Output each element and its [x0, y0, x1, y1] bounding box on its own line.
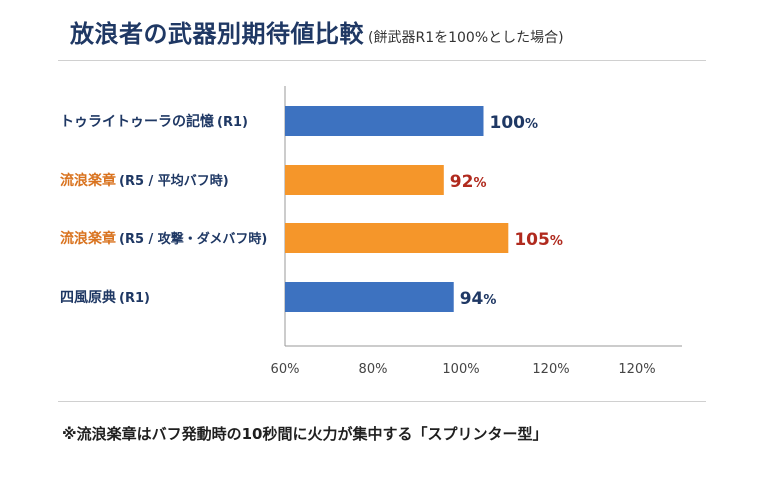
value-number: 100 [490, 113, 526, 133]
value-label: 92% [450, 172, 487, 192]
category-note: (R5 / 攻撃・ダメバフ時) [119, 231, 267, 247]
value-number: 105 [514, 230, 550, 250]
value-unit: % [550, 234, 563, 249]
bar [285, 106, 484, 136]
value-number: 94 [460, 289, 484, 309]
x-tick-label: 60% [271, 362, 300, 377]
x-tick-label: 120% [618, 362, 655, 377]
bar-chart: 60% 80% 100% 120% 120%トゥライトゥーラの記憶 (R1) 100%流浪楽… [60, 86, 682, 377]
value-label: 105% [514, 230, 563, 250]
value-unit: % [473, 176, 486, 191]
footnote: ※流浪楽章はバフ発動時の10秒間に火力が集中する「スプリンター型」 [62, 425, 548, 443]
category-label: 四風原典 (R1) [60, 289, 150, 306]
chart-title-row: 放浪者の武器別期待値比較 (餅武器R1を100%とした場合) [70, 14, 564, 49]
title-divider [58, 60, 706, 61]
value-number: 92 [450, 172, 474, 192]
value-label: 100% [490, 113, 539, 133]
category-label: 流浪楽章 (R5 / 攻撃・ダメバフ時) [60, 230, 267, 247]
x-tick-label: 80% [359, 362, 388, 377]
category-name: 四風原典 [60, 289, 116, 306]
category-name: 流浪楽章 [60, 172, 116, 189]
chart-subtitle: (餅武器R1を100%とした場合) [368, 30, 564, 46]
category-label: トゥライトゥーラの記憶 (R1) [60, 113, 248, 130]
footnote-divider [58, 401, 706, 402]
bar [285, 165, 444, 195]
x-tick-label: 100% [442, 362, 479, 377]
category-label: 流浪楽章 (R5 / 平均バフ時) [60, 172, 229, 189]
bar [285, 223, 509, 253]
value-label: 94% [460, 289, 497, 309]
x-tick-label: 120% [532, 362, 569, 377]
category-note: (R1) [217, 115, 248, 130]
bar [285, 282, 454, 312]
category-name: 流浪楽章 [60, 230, 116, 247]
value-unit: % [525, 117, 538, 132]
category-note: (R1) [119, 291, 150, 306]
chart-title: 放浪者の武器別期待値比較 [70, 20, 364, 48]
category-note: (R5 / 平均バフ時) [119, 173, 229, 189]
category-name: トゥライトゥーラの記憶 [60, 113, 214, 130]
value-unit: % [483, 293, 496, 308]
